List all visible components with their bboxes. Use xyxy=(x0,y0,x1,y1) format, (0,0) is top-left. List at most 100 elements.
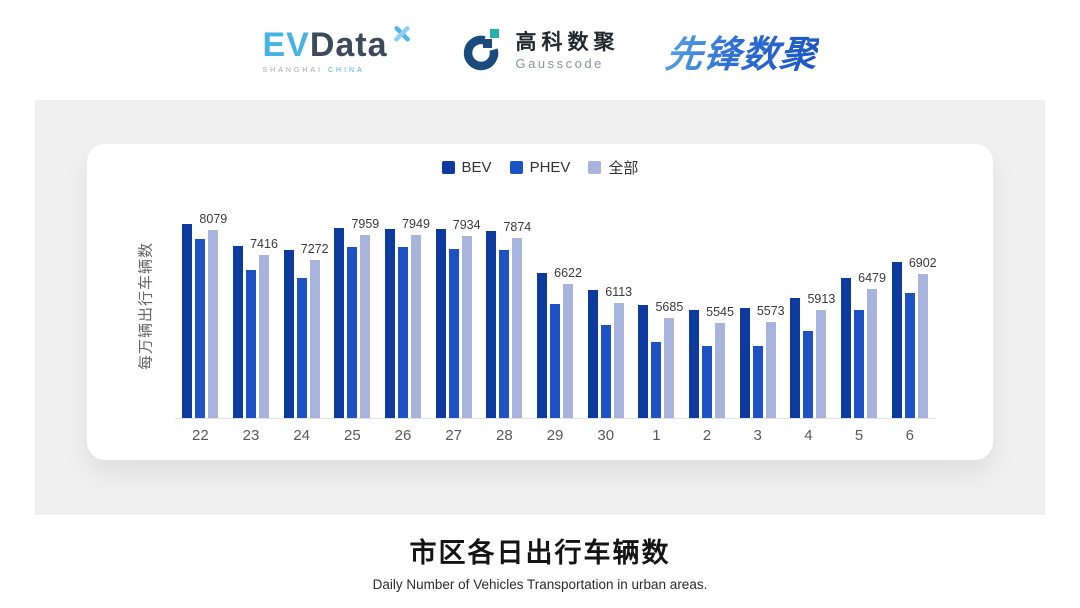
bar-bev-1[interactable] xyxy=(638,305,649,418)
bar-all-29[interactable] xyxy=(563,283,574,418)
bar-bev-24[interactable] xyxy=(283,250,294,418)
bar-phev-25[interactable] xyxy=(347,246,358,418)
bar-bev-4[interactable] xyxy=(790,297,801,418)
chart-legend: BEV PHEV 全部 xyxy=(87,157,993,178)
value-label-5: 6479 xyxy=(858,271,886,286)
bar-bev-29[interactable] xyxy=(537,272,548,418)
value-label-6: 6902 xyxy=(908,255,937,270)
bar-group-22: 8079 22 xyxy=(175,189,228,444)
gausscode-gmark-icon xyxy=(460,26,506,77)
evdata-subtext-china: CHINA xyxy=(327,67,365,74)
bar-bev-3[interactable] xyxy=(739,308,750,418)
bar-group-26: 7949 26 xyxy=(378,189,430,444)
legend-item-all[interactable]: 全部 xyxy=(588,157,638,178)
x-tick-24: 24 xyxy=(293,427,311,444)
bar-phev-6[interactable] xyxy=(904,293,915,418)
bar-bev-2[interactable] xyxy=(689,310,700,418)
value-label-3: 5573 xyxy=(756,304,785,319)
x-tick-23: 23 xyxy=(242,427,260,444)
bar-group-24: 7272 24 xyxy=(276,189,329,444)
pioneer-wordmark: 先锋数聚 xyxy=(663,24,821,78)
bar-all-5[interactable] xyxy=(867,289,878,418)
bar-all-30[interactable] xyxy=(613,302,624,418)
bar-all-4[interactable] xyxy=(816,309,827,418)
bar-all-26[interactable] xyxy=(411,235,422,418)
gausscode-text: 高科数聚 Gausscode xyxy=(516,31,620,71)
content-panel: BEV PHEV 全部 每万辆出行车辆数 8079 22 7416 23 7272 24 795… xyxy=(35,100,1045,515)
bar-bev-23[interactable] xyxy=(233,245,243,418)
value-label-29: 6622 xyxy=(554,265,582,280)
bar-phev-4[interactable] xyxy=(803,331,814,418)
evdata-subtext: SHANGHAI CHINA xyxy=(262,67,364,74)
bar-all-27[interactable] xyxy=(461,235,472,418)
bar-phev-23[interactable] xyxy=(246,270,256,418)
chart-subtitle: Daily Number of Vehicles Transportation … xyxy=(372,577,708,592)
bar-bev-26[interactable] xyxy=(385,228,396,418)
evdata-wordmark-data: Data xyxy=(309,26,388,64)
bar-bev-27[interactable] xyxy=(435,228,446,418)
bar-group-4: 5913 4 xyxy=(783,189,835,444)
evdata-sparkle-icon xyxy=(390,22,414,50)
value-label-24: 7272 xyxy=(300,241,329,256)
value-label-27: 7934 xyxy=(452,217,481,232)
bar-group-5: 6479 5 xyxy=(834,189,886,444)
legend-swatch-all xyxy=(588,161,602,174)
bar-all-23[interactable] xyxy=(259,254,269,418)
legend-label-phev: PHEV xyxy=(529,159,571,176)
bar-bev-6[interactable] xyxy=(891,261,902,418)
bar-bev-22[interactable] xyxy=(182,224,193,418)
bar-group-25: 7959 25 xyxy=(327,189,380,444)
bar-phev-5[interactable] xyxy=(854,310,865,418)
bar-all-25[interactable] xyxy=(360,234,371,418)
evdata-logo: EV Data SHANGHAI CHINA xyxy=(262,26,413,74)
chart-caption: 市区各日出行车辆数 Daily Number of Vehicles Trans… xyxy=(0,531,1080,592)
plot-area: 8079 22 7416 23 7272 24 7959 25 7949 26 7934 27 7874… xyxy=(175,189,937,444)
bar-phev-24[interactable] xyxy=(296,278,307,418)
value-label-22: 8079 xyxy=(199,212,228,227)
legend-label-all: 全部 xyxy=(608,160,639,177)
y-axis-label: 每万辆出行车辆数 xyxy=(137,241,155,371)
bar-all-6[interactable] xyxy=(917,273,928,418)
bar-bev-30[interactable] xyxy=(587,289,598,418)
bar-all-2[interactable] xyxy=(715,323,726,418)
x-tick-30: 30 xyxy=(597,427,615,444)
bar-group-27: 7934 27 xyxy=(428,189,481,444)
bar-phev-3[interactable] xyxy=(752,345,763,418)
bar-phev-28[interactable] xyxy=(499,250,510,418)
bar-bev-28[interactable] xyxy=(486,231,497,418)
value-label-23: 7416 xyxy=(250,236,278,251)
bar-group-3: 5573 3 xyxy=(732,189,785,444)
bar-bev-25[interactable] xyxy=(334,228,345,418)
x-tick-25: 25 xyxy=(344,427,361,444)
bar-all-24[interactable] xyxy=(309,259,320,418)
header-logos: EV Data SHANGHAI CHINA xyxy=(0,16,1080,86)
bar-phev-22[interactable] xyxy=(195,238,206,418)
value-label-2: 5545 xyxy=(706,305,734,320)
x-tick-2: 2 xyxy=(702,427,712,444)
chart-title: 市区各日出行车辆数 xyxy=(409,538,671,568)
value-label-25: 7959 xyxy=(351,216,380,231)
bar-all-3[interactable] xyxy=(765,322,776,418)
legend-label-bev: BEV xyxy=(461,159,492,176)
bar-group-30: 6113 30 xyxy=(580,189,632,444)
bar-bev-5[interactable] xyxy=(841,277,852,418)
bar-phev-27[interactable] xyxy=(448,248,459,418)
bar-phev-30[interactable] xyxy=(600,325,611,418)
bar-phev-2[interactable] xyxy=(702,345,713,418)
x-tick-22: 22 xyxy=(191,427,209,444)
bar-all-22[interactable] xyxy=(208,230,219,418)
gausscode-logo: 高科数聚 Gausscode xyxy=(460,26,620,77)
bar-all-1[interactable] xyxy=(664,318,675,418)
value-label-26: 7949 xyxy=(402,217,430,232)
bar-phev-29[interactable] xyxy=(550,304,561,418)
bar-group-23: 7416 23 xyxy=(226,189,278,444)
bar-all-28[interactable] xyxy=(512,237,523,418)
bar-group-6: 6902 6 xyxy=(884,189,937,444)
bar-phev-26[interactable] xyxy=(398,247,409,418)
legend-swatch-bev xyxy=(441,161,455,174)
evdata-wordmark: EV Data xyxy=(262,26,413,64)
bar-phev-1[interactable] xyxy=(651,342,662,418)
legend-item-phev[interactable]: PHEV xyxy=(509,159,571,176)
legend-item-bev[interactable]: BEV xyxy=(441,159,492,176)
